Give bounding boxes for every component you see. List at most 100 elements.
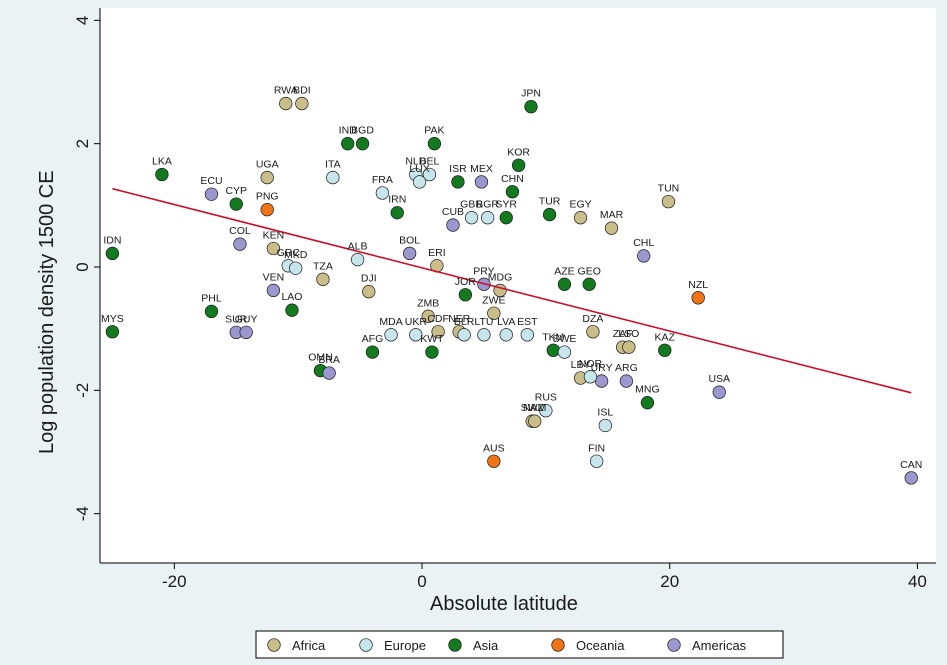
- point-label: ARG: [615, 362, 638, 374]
- point-label: MDA: [379, 316, 402, 328]
- data-point: [658, 343, 672, 357]
- point-label: LSO: [618, 328, 639, 340]
- legend-marker: [359, 638, 373, 652]
- point-label: BOL: [399, 234, 420, 246]
- y-tick-label: -2: [73, 383, 92, 398]
- data-point: [477, 328, 491, 342]
- data-point: [594, 374, 609, 388]
- legend-label: Europe: [384, 638, 426, 653]
- point-label: MAR: [600, 209, 624, 221]
- data-point: [350, 252, 365, 267]
- point-label: SWZ: [521, 402, 545, 414]
- data-point: [446, 218, 460, 232]
- data-point: [487, 306, 501, 320]
- fit-line: [112, 187, 912, 394]
- point-label: CUB: [442, 206, 464, 218]
- point-label: UGA: [256, 159, 279, 171]
- data-point: [691, 291, 705, 305]
- point-label: KEN: [263, 230, 285, 242]
- point-label: SYR: [495, 199, 517, 211]
- data-point: [539, 404, 553, 418]
- point-label: CHN: [501, 173, 524, 185]
- point-label: MEX: [470, 163, 493, 175]
- point-label: BDI: [293, 85, 311, 97]
- data-point: [279, 96, 293, 111]
- point-label: VEN: [263, 271, 285, 283]
- legend-label: Oceania: [576, 638, 625, 653]
- legend-marker: [551, 638, 565, 652]
- point-label: ERI: [428, 247, 446, 259]
- data-point: [390, 206, 404, 220]
- data-point: [384, 328, 398, 342]
- data-point: [233, 237, 247, 251]
- y-tick-label: 4: [73, 16, 92, 25]
- data-point: [316, 272, 330, 286]
- point-label: GUY: [235, 313, 258, 325]
- point-label: SWE: [552, 333, 576, 345]
- data-point: [573, 211, 588, 225]
- data-point: [422, 167, 437, 182]
- data-point: [661, 194, 676, 209]
- point-label: LKA: [152, 156, 172, 168]
- data-point: [155, 167, 169, 182]
- point-label: NAM: [523, 402, 546, 414]
- data-point: [640, 396, 655, 410]
- point-label: DJI: [361, 273, 377, 285]
- point-label: ISR: [449, 163, 467, 175]
- point-label: LTU: [474, 316, 493, 328]
- data-point: [622, 340, 636, 354]
- x-tick-label: 0: [417, 572, 426, 591]
- point-label: ZMB: [417, 297, 439, 309]
- point-label: LVA: [497, 316, 515, 328]
- legend-marker: [667, 638, 681, 652]
- point-label: PAK: [424, 125, 444, 137]
- data-point: [266, 283, 281, 298]
- point-label: KOR: [507, 146, 530, 158]
- x-tick-label: -20: [162, 572, 187, 591]
- legend-marker: [267, 638, 281, 652]
- point-label: RWA: [274, 85, 298, 97]
- point-label: CDF: [427, 313, 449, 325]
- point-label: GBR: [460, 199, 483, 211]
- point-label: LAO: [281, 291, 302, 303]
- point-label: URY: [591, 362, 613, 374]
- point-label: MNG: [635, 384, 660, 396]
- data-point: [295, 96, 309, 111]
- point-label: IND: [339, 125, 358, 137]
- point-label: PHL: [201, 292, 222, 304]
- data-point: [528, 414, 542, 428]
- point-label: GEO: [578, 265, 601, 277]
- point-label: COL: [229, 225, 251, 237]
- point-label: BEL: [420, 156, 440, 168]
- data-point: [375, 186, 390, 200]
- point-label: EGY: [569, 199, 591, 211]
- data-point: [431, 325, 445, 339]
- data-point: [487, 454, 501, 468]
- data-point: [586, 325, 600, 339]
- point-label: RUS: [535, 392, 557, 404]
- point-label: MKD: [284, 249, 308, 261]
- data-point: [421, 309, 435, 323]
- data-point: [341, 137, 355, 151]
- y-tick-label: -4: [73, 506, 92, 521]
- point-label: USA: [708, 373, 730, 385]
- data-point: [598, 418, 612, 433]
- data-point: [239, 325, 253, 340]
- data-point: [229, 197, 243, 211]
- point-label: DZA: [582, 313, 603, 325]
- data-point: [619, 374, 634, 388]
- y-axis-label: Log population density 1500 CE: [36, 170, 58, 454]
- data-point: [524, 100, 538, 114]
- data-point: [505, 185, 520, 199]
- data-point: [904, 471, 918, 485]
- point-label: AZE: [554, 265, 574, 277]
- point-label: NLD: [405, 156, 426, 168]
- x-tick-label: 20: [660, 572, 679, 591]
- point-label: ITA: [325, 159, 341, 171]
- data-point: [511, 158, 526, 172]
- point-label: BLR: [454, 316, 475, 328]
- data-point: [355, 137, 370, 151]
- data-point: [712, 385, 726, 399]
- point-label: GRC: [277, 247, 301, 259]
